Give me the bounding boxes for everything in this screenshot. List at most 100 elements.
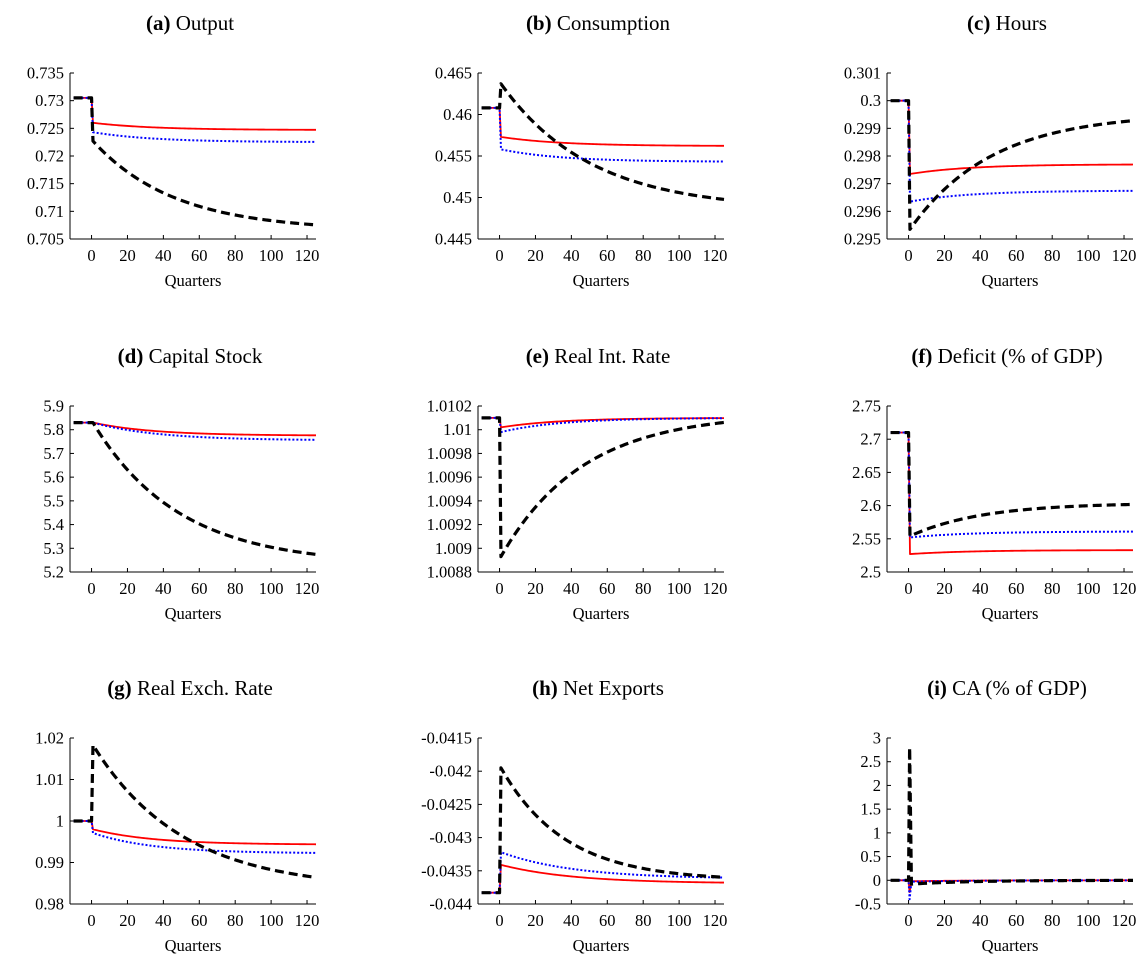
chart-title: (f) Deficit (% of GDP) <box>911 344 1102 368</box>
series-line-dashed <box>481 82 725 202</box>
x-tick-label: 0 <box>495 911 503 930</box>
y-tick-label: -0.5 <box>855 895 881 914</box>
chart-tag: (h) <box>532 676 563 700</box>
series-line-solid <box>890 99 1134 175</box>
y-tick-label: 0.445 <box>435 230 472 249</box>
chart-tag: (f) <box>911 344 937 368</box>
series-line-dotted <box>73 96 317 143</box>
x-tick-label: 100 <box>1076 911 1101 930</box>
y-tick-label: 1.0096 <box>427 468 472 487</box>
chart-title-text: Real Exch. Rate <box>137 676 273 700</box>
chart-panel-4: (d) Capital Stock 5.2 5.3 5.4 5.5 5.6 5.7 5.8 5.… <box>43 344 319 623</box>
x-tick-label: 80 <box>227 911 244 930</box>
y-tick-label: 1.02 <box>35 729 64 748</box>
x-tick-label: 120 <box>295 911 320 930</box>
chart-title-text: Real Int. Rate <box>554 344 670 368</box>
y-tick-label: -0.042 <box>429 762 472 781</box>
y-tick-label: 1.0088 <box>427 563 472 582</box>
chart-title: (h) Net Exports <box>532 676 664 700</box>
y-tick-label: 0.99 <box>35 853 64 872</box>
chart-panel-6: (f) Deficit (% of GDP) 2.5 2.55 2.6 2.65 2.7 2… <box>852 344 1136 623</box>
y-tick-label: 1.01 <box>443 420 472 439</box>
chart-panel-8: (h) Net Exports -0.044 -0.0435 -0.043 -0.042… <box>421 676 727 955</box>
x-tick-label: 0 <box>904 246 912 265</box>
x-tick-label: 0 <box>495 579 503 598</box>
x-tick-label: 40 <box>155 579 172 598</box>
y-tick-label: 0.715 <box>27 174 64 193</box>
series-line-dashed <box>481 416 725 559</box>
y-tick-label: -0.043 <box>429 828 472 847</box>
x-tick-label: 120 <box>1112 911 1137 930</box>
y-tick-label: 0.298 <box>844 147 881 166</box>
series-line-dashed <box>890 430 1134 538</box>
chart-title-text: Capital Stock <box>149 344 263 368</box>
y-tick-label: 0.98 <box>35 895 64 914</box>
x-tick-label: 40 <box>972 579 989 598</box>
chart-tag: (a) <box>146 11 176 35</box>
y-tick-label: 0.299 <box>844 119 881 138</box>
y-tick-label: 0.735 <box>27 64 64 83</box>
x-tick-label: 60 <box>191 911 208 930</box>
y-tick-label: 2 <box>873 776 881 795</box>
y-tick-label: 5.2 <box>43 563 64 582</box>
series-line-solid <box>73 97 317 131</box>
x-axis-label: Quarters <box>573 271 630 290</box>
chart-title: (c) Hours <box>967 11 1047 35</box>
y-tick-label: -0.0415 <box>421 729 472 748</box>
series-line-dotted <box>890 431 1133 539</box>
x-tick-label: 20 <box>527 246 544 265</box>
y-tick-label: -0.0435 <box>421 861 472 880</box>
chart-panel-9: (i) CA (% of GDP) -0.5 0 0.5 1 1.5 2 2.5 3 0 20 40 6… <box>855 676 1137 955</box>
series-line-solid <box>890 431 1134 555</box>
chart-title-text: Deficit (% of GDP) <box>938 344 1103 368</box>
y-tick-label: 0.45 <box>443 188 472 207</box>
y-tick-label: 5.6 <box>43 468 64 487</box>
x-tick-label: 60 <box>1008 911 1025 930</box>
x-tick-label: 120 <box>703 579 728 598</box>
chart-panel-5: (e) Real Int. Rate 1.0088 1.009 1.0092 1.009… <box>427 344 728 623</box>
y-tick-label: 5.8 <box>43 420 64 439</box>
x-tick-label: 20 <box>119 246 136 265</box>
x-tick-label: 0 <box>87 246 95 265</box>
x-tick-label: 0 <box>495 246 503 265</box>
x-tick-label: 60 <box>599 246 616 265</box>
x-axis-label: Quarters <box>982 936 1039 955</box>
x-tick-label: 20 <box>119 579 136 598</box>
x-tick-label: 60 <box>191 579 208 598</box>
x-axis-label: Quarters <box>165 271 222 290</box>
series-line-solid <box>481 416 724 429</box>
chart-tag: (i) <box>927 676 952 700</box>
y-tick-label: 0 <box>873 871 881 890</box>
series-line-dashed <box>73 743 317 880</box>
y-tick-label: 0.455 <box>435 147 472 166</box>
x-tick-label: 40 <box>972 246 989 265</box>
x-tick-label: 100 <box>1076 579 1101 598</box>
x-tick-label: 20 <box>527 579 544 598</box>
y-tick-label: 0.297 <box>844 174 881 193</box>
y-tick-label: 0.465 <box>435 64 472 83</box>
x-tick-label: 40 <box>155 246 172 265</box>
series-line-solid <box>73 421 317 437</box>
y-tick-label: 0.295 <box>844 230 881 249</box>
x-tick-label: 80 <box>227 246 244 265</box>
y-tick-label: 2.7 <box>860 430 881 449</box>
x-tick-label: 60 <box>191 246 208 265</box>
y-tick-label: 2.6 <box>860 496 881 515</box>
chart-title: (b) Consumption <box>526 11 671 35</box>
y-tick-label: 5.7 <box>43 444 64 463</box>
x-tick-label: 120 <box>295 246 320 265</box>
chart-panel-7: (g) Real Exch. Rate 0.98 0.99 1 1.01 1.02 0 20 4… <box>35 676 319 955</box>
y-tick-label: 0.725 <box>27 119 64 138</box>
x-tick-label: 120 <box>703 911 728 930</box>
y-tick-label: 3 <box>873 729 881 748</box>
x-tick-label: 40 <box>563 246 580 265</box>
y-tick-label: 2.75 <box>852 397 881 416</box>
x-tick-label: 0 <box>87 911 95 930</box>
x-tick-label: 80 <box>635 911 652 930</box>
chart-title-text: Consumption <box>557 11 671 35</box>
x-tick-label: 80 <box>1044 246 1061 265</box>
chart-panel-3: (c) Hours 0.295 0.296 0.297 0.298 0.299 0.3 0.3… <box>844 11 1137 290</box>
y-tick-label: 5.9 <box>43 397 64 416</box>
x-tick-label: 60 <box>1008 579 1025 598</box>
x-tick-label: 80 <box>635 579 652 598</box>
